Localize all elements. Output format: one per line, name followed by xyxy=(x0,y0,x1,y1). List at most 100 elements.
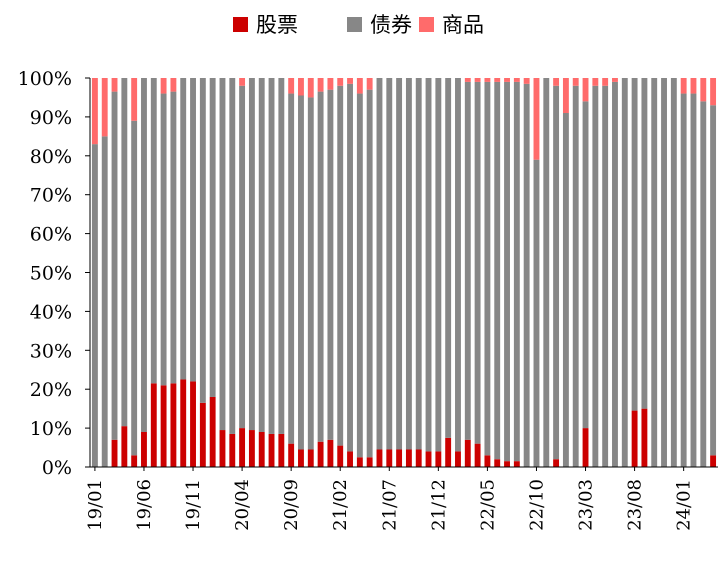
bar-债券-21/09 xyxy=(405,78,412,450)
bar-股票-19/06 xyxy=(141,431,147,467)
bar-债券-23/02 xyxy=(572,85,579,467)
x-tick-label-3: 20/04 xyxy=(232,479,253,531)
bar-股票-22/01 xyxy=(445,437,452,467)
x-tick-label-0: 19/01 xyxy=(85,479,106,531)
bar-商品-19/01 xyxy=(91,78,98,145)
bar-股票-20/08 xyxy=(278,433,285,467)
bar-商品-20/04 xyxy=(239,78,246,86)
bar-债券-20/10 xyxy=(298,95,304,450)
bar-债券-24/03 xyxy=(700,101,707,467)
y-tick-label-10: 100% xyxy=(18,68,72,90)
bar-债券-22/11 xyxy=(543,78,550,467)
bar-商品-22/06 xyxy=(494,78,501,82)
bar-债券-19/12 xyxy=(199,78,206,403)
bar-股票-20/05 xyxy=(248,430,255,467)
x-tick-label-4: 20/09 xyxy=(281,479,302,531)
y-tick-label-5: 50% xyxy=(30,263,72,285)
bar-债券-22/10 xyxy=(533,159,540,467)
bar-债券-19/07 xyxy=(150,78,157,384)
y-tick-label-4: 40% xyxy=(30,301,72,323)
bar-债券-22/02 xyxy=(455,78,461,452)
bar-债券-19/03 xyxy=(111,91,118,440)
bar-股票-20/06 xyxy=(258,431,265,467)
bar-债券-23/11 xyxy=(661,78,667,467)
bar-债券-20/12 xyxy=(317,91,324,442)
bar-债券-19/02 xyxy=(101,136,108,467)
bar-债券-20/01 xyxy=(209,78,216,397)
bar-商品-23/06 xyxy=(612,78,618,82)
bar-商品-21/01 xyxy=(327,78,334,90)
bar-债券-24/02 xyxy=(690,93,697,467)
x-tick-label-7: 21/12 xyxy=(428,479,449,531)
bar-债券-20/08 xyxy=(278,78,285,434)
x-axis: 19/01 19/06 19/11 20/04 20/09 21/02 21/07 21/12… xyxy=(85,467,695,531)
bar-股票-21/02 xyxy=(337,445,344,467)
bar-债券-21/07 xyxy=(386,78,393,450)
bar-商品-22/05 xyxy=(484,78,491,82)
bar-债券-19/08 xyxy=(160,93,167,386)
bar-债券-19/09 xyxy=(170,91,177,384)
bar-商品-23/04 xyxy=(592,78,599,86)
bar-债券-22/09 xyxy=(523,83,530,468)
bar-股票-20/12 xyxy=(317,441,324,467)
bar-债券-21/02 xyxy=(337,85,344,446)
bar-股票-24/04 xyxy=(710,455,717,467)
legend-label-1: 债券 xyxy=(370,13,412,37)
bar-债券-21/04 xyxy=(356,93,363,458)
bar-债券-23/07 xyxy=(621,78,628,467)
bar-股票-22/05 xyxy=(484,455,491,467)
bar-股票-21/09 xyxy=(405,449,412,467)
bar-股票-21/06 xyxy=(376,449,383,467)
x-tick-label-10: 23/03 xyxy=(576,479,597,531)
bar-债券-23/10 xyxy=(651,78,658,467)
bar-商品-23/03 xyxy=(582,78,589,102)
x-tick-label-5: 21/02 xyxy=(330,479,351,531)
x-tick-label-1: 19/06 xyxy=(134,479,155,531)
bar-股票-20/01 xyxy=(209,396,216,467)
x-tick-label-6: 21/07 xyxy=(379,479,400,531)
bar-债券-19/05 xyxy=(131,120,138,456)
bar-商品-19/03 xyxy=(111,78,118,92)
bar-商品-19/02 xyxy=(101,78,108,137)
bar-股票-22/08 xyxy=(513,461,520,467)
bar-商品-19/05 xyxy=(131,78,138,121)
bar-债券-22/07 xyxy=(504,81,510,462)
bar-债券-21/12 xyxy=(435,78,442,452)
x-tick-label-12: 24/01 xyxy=(674,479,695,531)
bar-债券-23/08 xyxy=(631,78,638,411)
bar-商品-20/12 xyxy=(317,78,324,92)
bar-股票-21/05 xyxy=(366,457,373,467)
bar-股票-19/10 xyxy=(180,379,187,467)
bar-商品-20/10 xyxy=(298,78,304,96)
y-tick-label-9: 90% xyxy=(30,107,72,129)
bar-债券-19/10 xyxy=(180,78,187,380)
bar-债券-22/05 xyxy=(484,81,491,456)
bar-股票-21/03 xyxy=(347,451,353,467)
bar-债券-21/06 xyxy=(376,78,383,450)
y-axis: 0% 10% 20% 30% 40% 50% 60% 70% 80% 90% 100% xyxy=(18,68,90,479)
bar-债券-20/07 xyxy=(268,78,275,434)
bar-股票-20/02 xyxy=(219,430,226,467)
bar-商品-23/01 xyxy=(562,78,569,114)
bar-债券-22/04 xyxy=(474,81,481,444)
bar-股票-21/10 xyxy=(415,449,422,467)
bar-商品-24/04 xyxy=(710,78,717,106)
bar-债券-23/01 xyxy=(562,113,569,467)
bar-债券-21/05 xyxy=(366,89,373,458)
bar-商品-22/12 xyxy=(553,78,560,86)
bar-股票-19/09 xyxy=(170,383,177,467)
bar-债券-22/12 xyxy=(553,85,560,460)
x-tick-label-11: 23/08 xyxy=(625,479,646,531)
bar-债券-23/05 xyxy=(602,85,609,467)
x-tick-label-2: 19/11 xyxy=(183,479,204,531)
legend: 股票 债券 商品 xyxy=(233,13,484,37)
bar-股票-23/03 xyxy=(582,428,589,467)
bar-股票-21/07 xyxy=(386,449,393,467)
bar-债券-21/03 xyxy=(347,83,353,452)
bar-商品-24/02 xyxy=(690,78,697,94)
bar-股票-23/08 xyxy=(631,410,638,467)
bar-商品-22/04 xyxy=(474,78,481,82)
bar-商品-21/04 xyxy=(356,78,363,94)
bar-债券-20/03 xyxy=(229,78,236,434)
